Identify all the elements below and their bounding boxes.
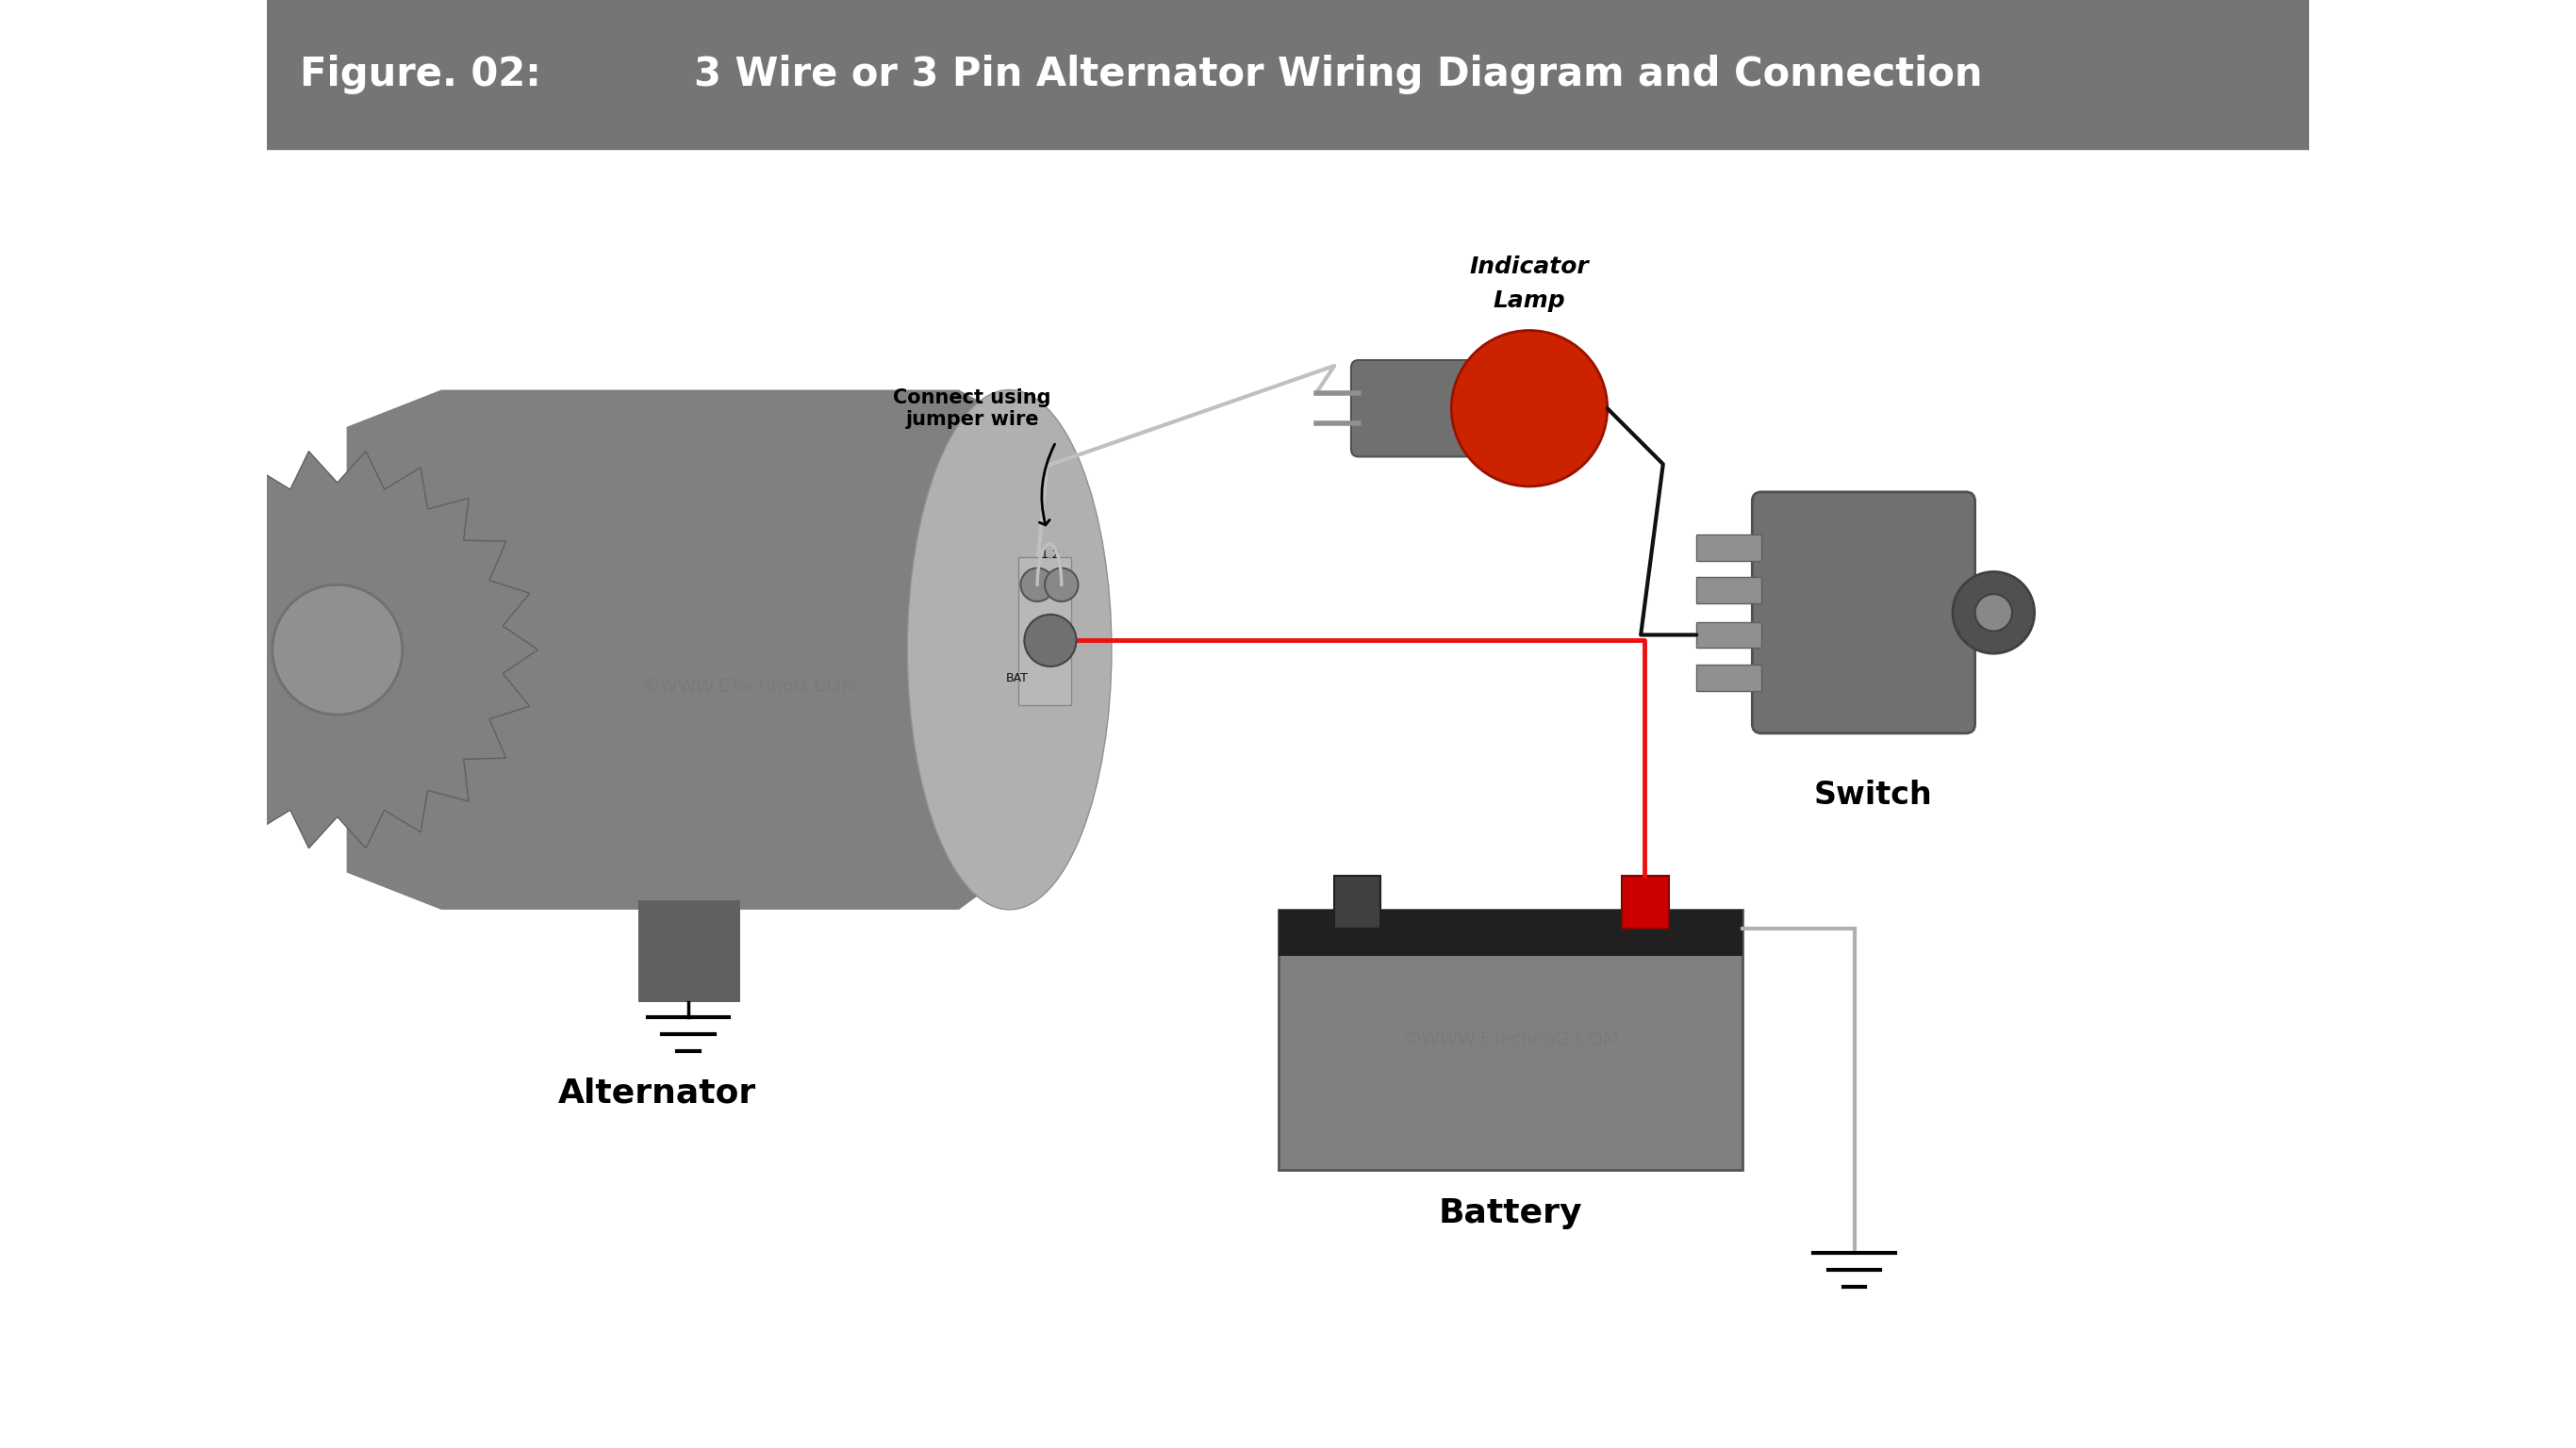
- Circle shape: [1025, 614, 1077, 666]
- Bar: [268, 0, 2308, 149]
- Polygon shape: [137, 452, 538, 849]
- Ellipse shape: [907, 390, 1113, 909]
- Circle shape: [273, 585, 402, 715]
- Polygon shape: [337, 594, 410, 705]
- Circle shape: [1020, 568, 1054, 601]
- Text: 3 Wire or 3 Pin Alternator Wiring Diagram and Connection: 3 Wire or 3 Pin Alternator Wiring Diagra…: [693, 55, 1984, 94]
- Bar: [1698, 665, 1762, 691]
- Text: ©WWW.ETechnoG.COM: ©WWW.ETechnoG.COM: [1404, 1031, 1618, 1048]
- Text: Figure. 02:: Figure. 02:: [301, 55, 541, 94]
- Text: Lamp: Lamp: [1494, 290, 1566, 311]
- Text: Battery: Battery: [1440, 1197, 1582, 1229]
- Circle shape: [1046, 568, 1079, 601]
- Circle shape: [1953, 572, 2035, 653]
- Text: BAT: BAT: [1005, 672, 1028, 685]
- Bar: [1698, 578, 1762, 604]
- Bar: [1334, 876, 1381, 928]
- Text: Switch: Switch: [1814, 779, 1932, 811]
- Bar: [1698, 621, 1762, 647]
- Bar: [639, 901, 739, 1002]
- Text: Connect using
jumper wire: Connect using jumper wire: [894, 388, 1051, 429]
- Text: Alternator: Alternator: [556, 1077, 755, 1109]
- Bar: [1278, 909, 1744, 1170]
- FancyBboxPatch shape: [1752, 492, 1976, 733]
- Polygon shape: [348, 390, 1010, 909]
- Text: ©WWW.ETechnoG.COM: ©WWW.ETechnoG.COM: [641, 678, 858, 696]
- Text: 1 2: 1 2: [1041, 549, 1059, 560]
- FancyBboxPatch shape: [1352, 361, 1481, 456]
- Text: Indicator: Indicator: [1471, 256, 1589, 278]
- Bar: [1278, 909, 1744, 956]
- Circle shape: [1450, 330, 1607, 487]
- Bar: [1623, 876, 1669, 928]
- Bar: [1018, 557, 1072, 705]
- Circle shape: [1976, 594, 2012, 631]
- Bar: [1698, 534, 1762, 560]
